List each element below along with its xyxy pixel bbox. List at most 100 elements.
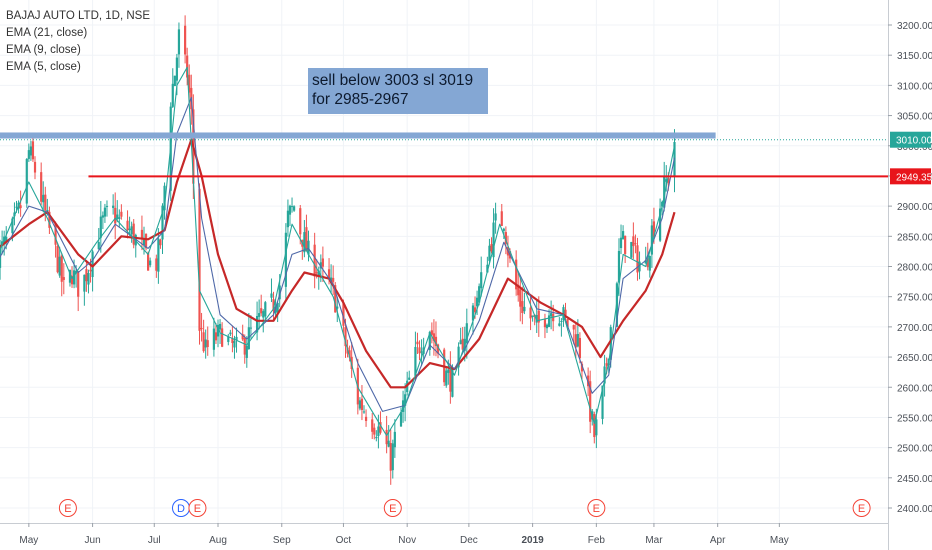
candle-up [471,305,475,321]
time-tick-label: May [770,535,789,546]
candle-up [247,327,250,350]
candle-up [399,412,403,427]
candle-down [566,318,569,327]
time-tick-label: Aug [209,535,227,546]
candle-down [515,259,518,290]
candle-up [249,327,253,329]
candle-up [451,367,454,397]
candle-down [144,233,148,249]
candle-up [5,236,8,242]
candle-up [163,185,166,211]
candle-up [286,210,290,228]
candle-down [517,284,520,296]
candle-up [362,411,366,413]
candle-up [486,264,489,273]
candle-up [665,179,668,182]
candle-up [420,351,423,353]
candle-up [103,207,107,217]
time-tick-label: Nov [398,535,416,546]
candle-up [307,240,310,255]
candle-up [173,75,176,87]
price-tick-label: 3100.00 [897,81,932,92]
candle-down [593,414,596,438]
candle-down [140,229,144,240]
candle-down [432,333,436,341]
candle-down [537,310,540,323]
candle-down [19,205,22,209]
legend-ema21[interactable]: EMA (21, close) [6,27,88,39]
candle-up [478,286,481,303]
candle-down [416,341,419,345]
candle-up [177,29,181,55]
candle-down [315,272,318,274]
candle-down [564,309,567,316]
candle-down [418,347,421,354]
time-axis[interactable]: May Jun Jul Aug Sep Oct Nov Dec 2019 Feb Mar Apr May [0,523,888,546]
candle-up [319,262,322,269]
ema5-line[interactable] [0,66,676,437]
candle-down [56,245,59,273]
ema21-line[interactable] [0,138,676,389]
price-axis[interactable]: 2400.00 2450.00 2500.00 2550.00 2600.00 2650.… [888,0,932,550]
candle-up [492,222,495,258]
candle-up [212,328,216,350]
event-label: E [64,503,71,515]
event-label: E [858,503,865,515]
legend-ema5[interactable]: EMA (5, close) [6,61,81,73]
candle-down [221,328,224,347]
candle-up [142,238,146,246]
candle-down [186,55,189,78]
candle-up [545,324,549,329]
price-tag-text: 3010.00 [896,136,932,147]
legend-ema9[interactable]: EMA (9, close) [6,44,81,56]
earnings-marker[interactable] [188,499,207,517]
candle-up [414,346,417,376]
candle-up [1,241,4,245]
candle-down [60,255,63,282]
earnings-marker[interactable] [58,499,77,517]
earnings-marker[interactable] [383,499,402,517]
price-tick-label: 2700.00 [897,323,932,334]
candle-down [430,330,433,335]
candle-down [634,243,637,245]
candle-up [68,269,72,283]
sell-zone-band[interactable] [0,132,716,139]
price-tick-label: 3150.00 [897,51,932,62]
earnings-marker[interactable] [852,499,871,517]
candle-down [364,416,368,421]
support-price-tag[interactable] [890,168,931,185]
candle-down [667,177,670,183]
candle-up [288,205,292,215]
last-price-tag[interactable] [890,131,931,148]
price-tick-label: 3200.00 [897,21,932,32]
candle-down [313,244,316,277]
price-tick-label: 2450.00 [897,474,932,485]
price-tick-label: 2650.00 [897,353,932,364]
candle-up [292,206,296,211]
candle-down [77,271,80,297]
price-tick-label: 2750.00 [897,293,932,304]
candle-up [235,336,238,341]
candle-up [358,400,361,409]
earnings-marker[interactable] [587,499,606,517]
candle-up [233,341,236,348]
legend-symbol[interactable]: BAJAJ AUTO LTD, 1D, NSE [6,10,151,22]
candle-down [624,235,627,254]
candle-down [574,334,577,348]
candle-down [389,443,392,471]
candle-up [459,340,462,345]
candle-up [161,205,164,240]
candle-down [260,308,263,314]
event-label: E [194,503,201,515]
candle-up [621,231,625,240]
candle-up [105,205,109,207]
candle-up [118,217,121,219]
price-tick-label: 2850.00 [897,232,932,243]
time-tick-label: Oct [336,535,352,546]
candle-up [648,255,651,271]
candle-up [303,232,306,253]
ema9-line[interactable] [0,96,676,412]
trade-note[interactable]: sell below 3003 sl 3019 for 2985-2967 [308,68,488,114]
